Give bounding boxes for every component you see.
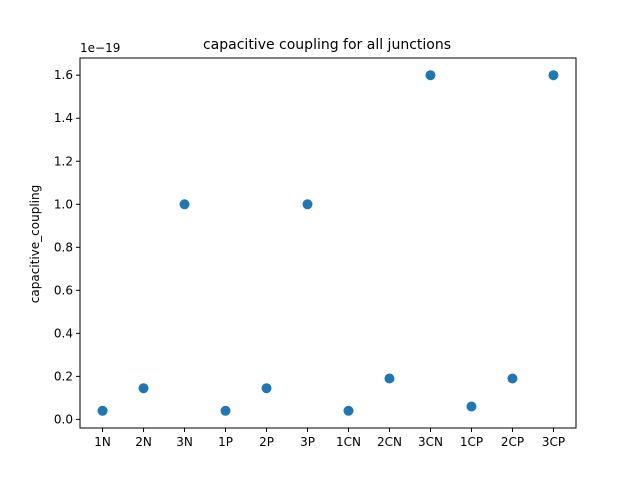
y-tick-label: 0.4 bbox=[54, 326, 73, 340]
x-tick-label: 3CN bbox=[418, 435, 443, 449]
y-tick-label: 0.8 bbox=[54, 240, 73, 254]
x-tick-label: 3CP bbox=[542, 435, 565, 449]
y-tick-label: 0.6 bbox=[54, 283, 73, 297]
x-tick-label: 2CN bbox=[377, 435, 402, 449]
data-point-2n bbox=[138, 383, 149, 394]
data-point-2p bbox=[261, 383, 272, 394]
data-point-2cp bbox=[507, 373, 518, 384]
x-tick-label: 1N bbox=[94, 435, 111, 449]
y-tick-label: 0.2 bbox=[54, 369, 73, 383]
data-point-3n bbox=[179, 199, 190, 210]
data-point-3p bbox=[302, 199, 313, 210]
x-axis-ticks: 1N 2N 3N 1P 2P 3P 1CN 2CN 3CN 1CP 2CP 3CP bbox=[94, 428, 565, 449]
y-tick-label: 1.4 bbox=[54, 111, 73, 125]
data-point-1n bbox=[97, 405, 108, 416]
data-points bbox=[97, 70, 559, 416]
data-point-3cn bbox=[425, 70, 436, 81]
x-tick-label: 3N bbox=[176, 435, 193, 449]
y-axis-offset-label: 1e−19 bbox=[80, 41, 120, 55]
y-tick-label: 1.2 bbox=[54, 154, 73, 168]
x-tick-label: 2P bbox=[259, 435, 274, 449]
y-tick-label: 1.0 bbox=[54, 197, 73, 211]
x-tick-label: 2N bbox=[135, 435, 152, 449]
chart-title: capacitive coupling for all junctions bbox=[203, 37, 451, 53]
y-tick-label: 1.6 bbox=[54, 68, 73, 82]
y-tick-label: 0.0 bbox=[54, 412, 73, 426]
y-axis-label: capacitive_coupling bbox=[28, 185, 42, 303]
data-point-1cp bbox=[466, 401, 477, 412]
x-tick-label: 1P bbox=[218, 435, 233, 449]
x-tick-label: 3P bbox=[300, 435, 315, 449]
plot-area-frame bbox=[79, 57, 577, 429]
data-point-3cp bbox=[548, 70, 559, 81]
x-tick-label: 1CN bbox=[336, 435, 361, 449]
data-point-2cn bbox=[384, 373, 395, 384]
data-point-1p bbox=[220, 405, 231, 416]
y-axis-ticks: 0.0 0.2 0.4 0.6 0.8 1.0 1.2 1.4 1.6 bbox=[54, 68, 80, 426]
data-point-1cn bbox=[343, 405, 354, 416]
x-tick-label: 1CP bbox=[460, 435, 483, 449]
x-tick-label: 2CP bbox=[501, 435, 524, 449]
